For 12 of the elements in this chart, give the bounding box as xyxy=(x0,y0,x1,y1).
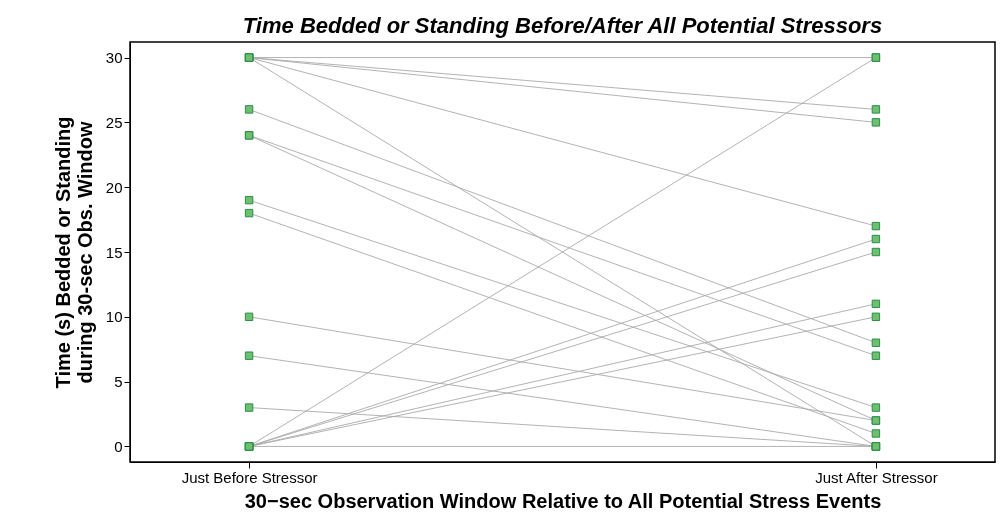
y-tick-label: 0 xyxy=(114,437,123,455)
chart-title: Time Bedded or Standing Before/After All Potential Stressors xyxy=(242,13,883,38)
x-tick-label: Just After Stressor xyxy=(815,468,938,486)
y-tick-label: 10 xyxy=(105,308,123,326)
y-tick-label: 5 xyxy=(114,373,123,391)
x-tick-label: Just Before Stressor xyxy=(181,468,318,486)
y-tick-label: 15 xyxy=(105,243,123,261)
x-axis-title: 30−sec Observation Window Relative to All Potential Stress Events xyxy=(244,489,882,512)
y-tick-label: 25 xyxy=(105,113,123,131)
y-tick-label: 30 xyxy=(105,49,123,67)
y-tick-label: 20 xyxy=(105,178,123,196)
y-axis-title: Time (s) Bedded or Standing during 30-sec Obs. Window xyxy=(51,116,96,389)
